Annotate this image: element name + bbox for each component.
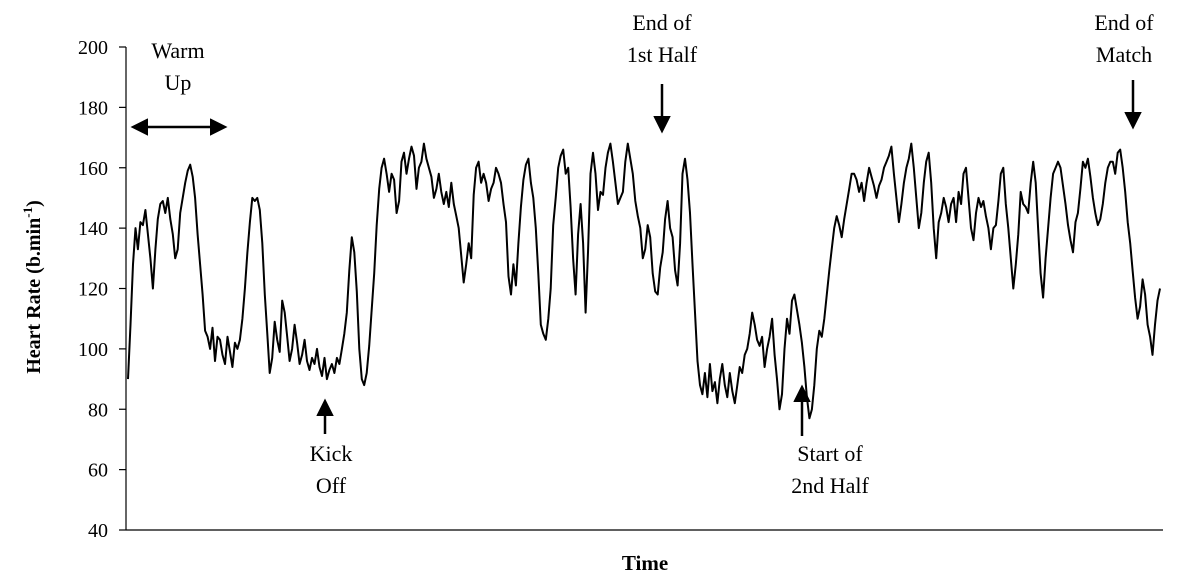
annotation-end-first-half-line1: End of: [632, 10, 692, 35]
y-tick-label: 180: [78, 97, 108, 119]
y-tick-label: 200: [78, 37, 108, 59]
annotation-end-of-match-line2: Match: [1096, 42, 1152, 67]
annotation-end-first-half-line2: 1st Half: [627, 42, 698, 67]
x-axis-label: Time: [622, 551, 668, 575]
y-tick-label: 40: [88, 520, 108, 542]
y-tick-label: 60: [88, 460, 108, 482]
annotation-kick-off-line2: Off: [316, 473, 347, 498]
y-axis-label-close: ): [23, 200, 45, 207]
annotation-warm-up-line2: Up: [165, 70, 192, 95]
y-axis-label: Heart Rate (b.min-1): [20, 200, 45, 374]
annotation-start-second-half-line1: Start of: [797, 441, 863, 466]
annotation-end-of-match: End of Match: [1094, 10, 1154, 130]
annotation-warm-up-line1: Warm: [151, 38, 204, 63]
y-tick-marks: [119, 46, 126, 531]
annotation-end-of-match-line1: End of: [1094, 10, 1154, 35]
annotation-start-second-half: Start of 2nd Half: [791, 384, 869, 498]
annotation-kick-off: Kick Off: [310, 398, 353, 498]
heart-rate-series-line: [127, 142, 1161, 420]
annotation-start-second-half-line2: 2nd Half: [791, 473, 869, 498]
y-tick-label: 100: [78, 339, 108, 361]
annotation-warm-up: Warm Up: [130, 38, 228, 136]
y-tick-label: 140: [78, 218, 108, 240]
y-tick-labels: 40 60 80 100 120 140 160 180 200: [78, 37, 108, 542]
y-tick-label: 160: [78, 158, 108, 180]
y-tick-label: 120: [78, 279, 108, 301]
y-axis-label-text: Heart Rate (b.min: [23, 218, 45, 374]
y-tick-label: 80: [88, 399, 108, 421]
y-axis-label-superscript: -1: [20, 207, 35, 218]
annotation-end-first-half: End of 1st Half: [627, 10, 698, 134]
annotation-kick-off-line1: Kick: [310, 441, 353, 466]
y-axis: 40 60 80 100 120 140 160 180 200: [78, 37, 127, 542]
